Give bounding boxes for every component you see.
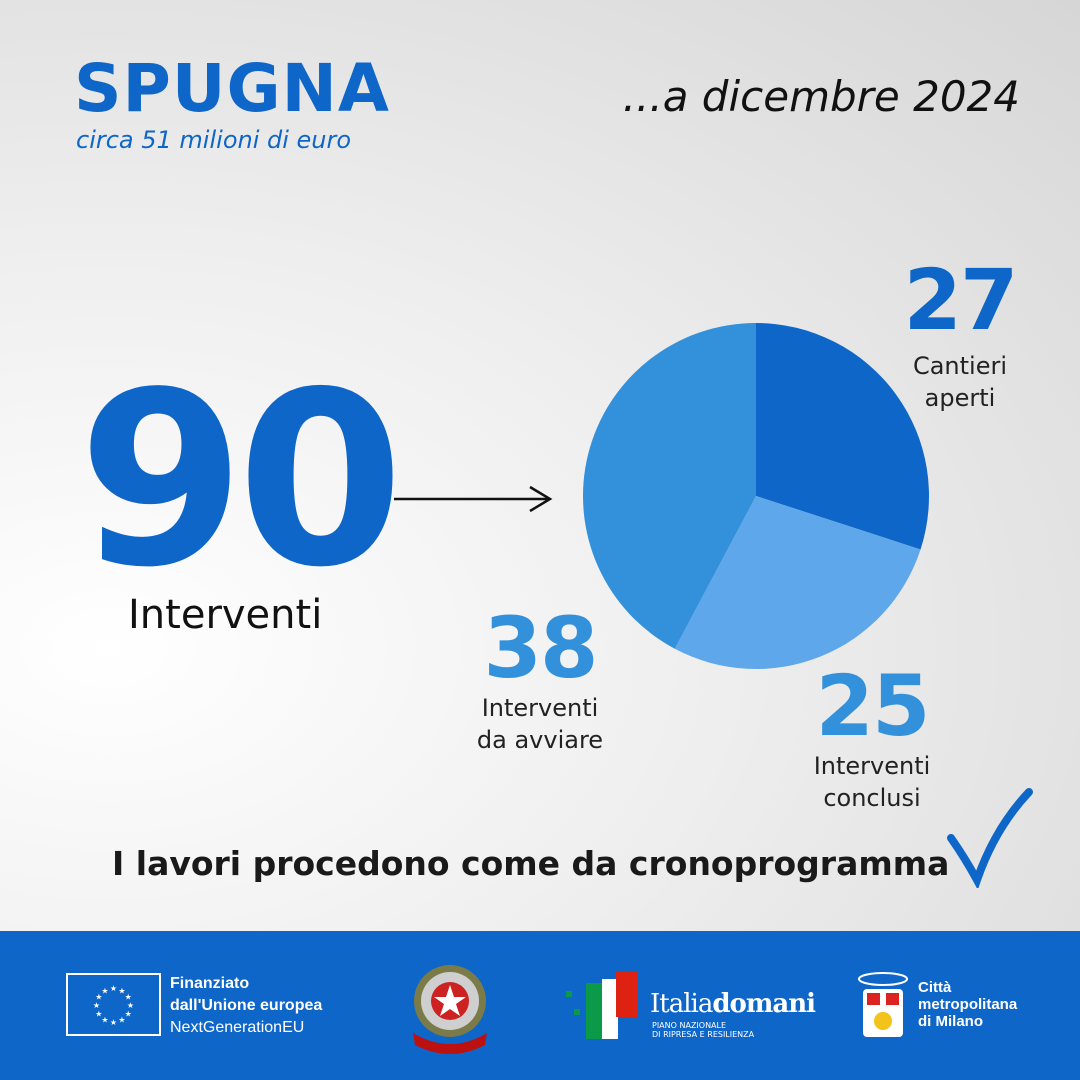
slice-label-open: 27 Cantieri aperti <box>880 258 1040 414</box>
milano-line: metropolitana <box>918 996 1018 1013</box>
eu-star-icon: ★ <box>101 986 108 995</box>
checkmark-icon <box>947 788 1033 888</box>
eu-flag-icon: ★ ★ ★ ★ ★ ★ ★ ★ ★ ★ ★ ★ <box>66 973 161 1036</box>
pie-slice-0 <box>756 323 929 550</box>
pie-slice-2 <box>583 323 756 649</box>
eu-star-icon: ★ <box>95 1010 102 1019</box>
italian-emblem-icon <box>413 965 487 1054</box>
eu-star-icon: ★ <box>95 993 102 1002</box>
value-label: 25 <box>815 657 931 755</box>
label-line: Cantieri <box>912 352 1008 380</box>
slice-label-to-start: 38 Interventi da avviare <box>460 606 620 756</box>
eu-line: Finanziato <box>170 975 250 992</box>
eu-star-icon: ★ <box>110 984 117 993</box>
milano-text: Città metropolitana di Milano <box>918 979 1017 1030</box>
value-label: 27 <box>903 251 1019 349</box>
eu-line: dall'Unione europea <box>170 997 323 1014</box>
total-label: Interventi <box>128 592 323 638</box>
name-a: Italia <box>650 989 713 1019</box>
label-line: da avviare <box>476 726 604 754</box>
label-line: Interventi <box>481 694 599 722</box>
arrow-icon <box>394 485 553 513</box>
date-label: ...a dicembre 2024 <box>622 72 1020 121</box>
budget-subtitle: circa 51 milioni di euro <box>76 126 352 154</box>
milano-line: Città <box>918 979 952 996</box>
status-note: I lavori procedono come da cronoprogramm… <box>112 844 950 883</box>
label-line: aperti <box>924 384 996 412</box>
pie-slice-1 <box>674 496 921 669</box>
italiadomani-logo-icon <box>560 969 640 1041</box>
label-line: Interventi <box>813 752 931 780</box>
eu-star-icon: ★ <box>93 1001 100 1010</box>
eu-star-icon: ★ <box>127 1001 134 1010</box>
eu-star-icon: ★ <box>118 986 125 995</box>
eu-star-icon: ★ <box>118 1016 125 1025</box>
eu-star-icon: ★ <box>110 1018 117 1027</box>
sub-line: DI RIPRESA E RESILIENZA <box>652 1030 755 1039</box>
eu-star-icon: ★ <box>125 993 132 1002</box>
italiadomani-name: Italiadomani <box>650 989 816 1019</box>
total-count: 90 <box>78 340 404 620</box>
value-label: 38 <box>483 599 599 697</box>
slice-label-concluded: 25 Interventi conclusi <box>792 664 952 814</box>
italiadomani-subtitle: PIANO NAZIONALE DI RIPRESA E RESILIENZA <box>652 1021 754 1039</box>
milano-crest-icon <box>858 972 908 1037</box>
label-line: conclusi <box>823 784 921 812</box>
name-b: domani <box>712 989 816 1019</box>
pie-chart <box>583 323 929 669</box>
milano-line: di Milano <box>918 1013 983 1030</box>
page-title: SPUGNA <box>74 50 390 127</box>
eu-funding-text: Finanziato dall'Unione europea NextGener… <box>170 973 322 1039</box>
sub-line: PIANO NAZIONALE <box>652 1021 727 1030</box>
eu-star-icon: ★ <box>125 1010 132 1019</box>
eu-line: NextGenerationEU <box>170 1019 305 1036</box>
footer-logos: ★ ★ ★ ★ ★ ★ ★ ★ ★ ★ ★ ★ Finanziato dall'Unione euro… <box>0 931 1080 1080</box>
eu-star-icon: ★ <box>101 1016 108 1025</box>
